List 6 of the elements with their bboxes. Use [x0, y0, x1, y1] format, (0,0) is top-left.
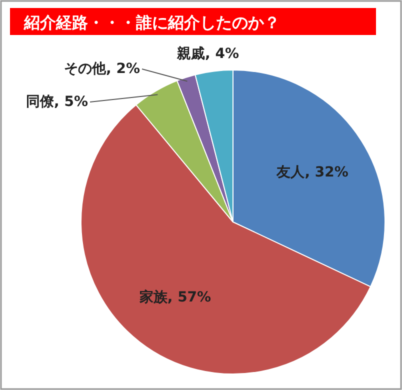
- slice-label: 家族, 57%: [138, 288, 212, 306]
- slice-label: 親戚, 4%: [176, 45, 239, 62]
- slice-label: 友人, 32%: [276, 164, 348, 181]
- slice-label: 同僚, 5%: [26, 94, 88, 110]
- chart-title: 紹介経路・・・誰に紹介したのか？: [23, 13, 280, 32]
- slice-label: その他, 2%: [64, 61, 140, 77]
